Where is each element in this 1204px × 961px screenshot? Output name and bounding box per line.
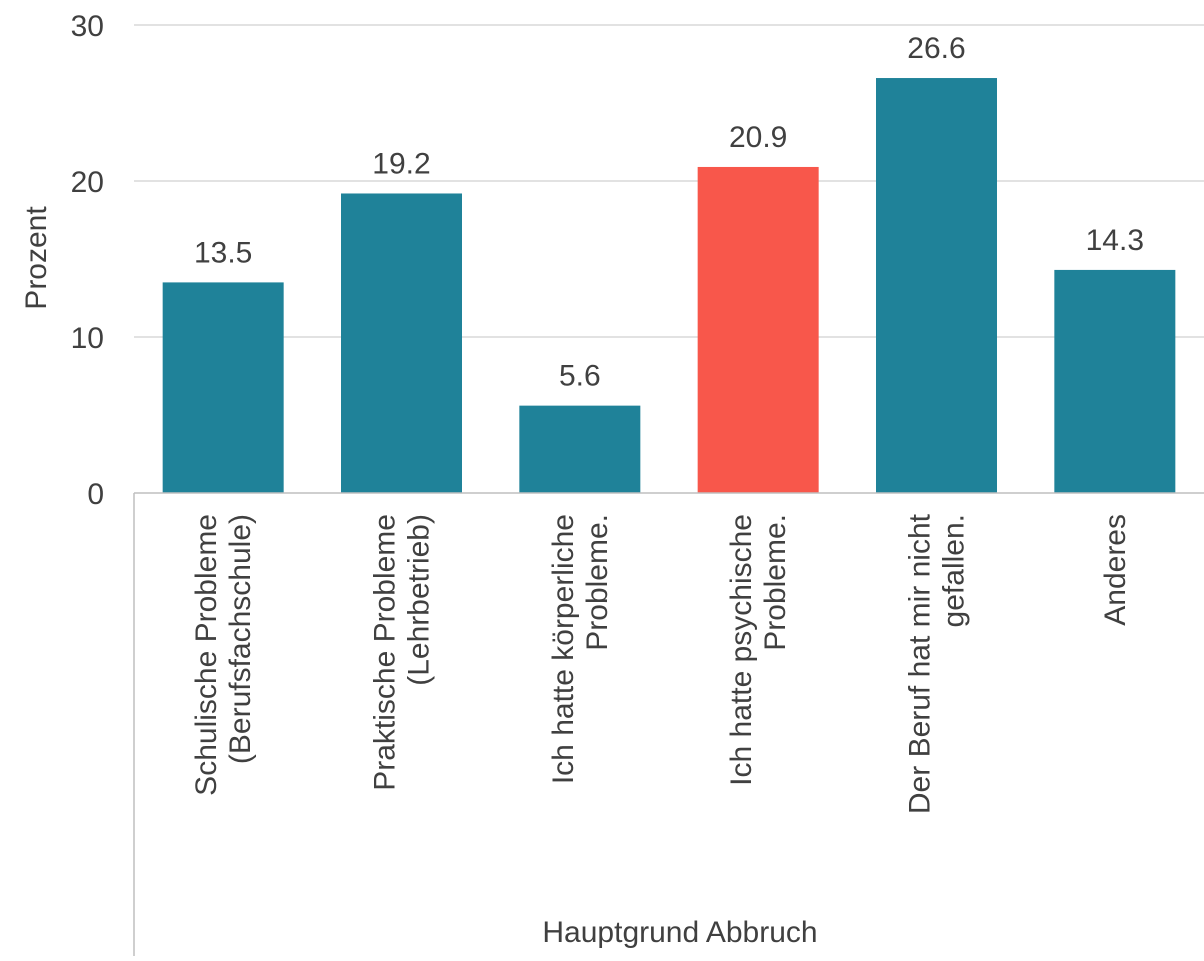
category-label-line: gefallen. [938,514,971,627]
category-label-line: Der Beruf hat mir nicht [904,513,937,814]
category-label-line: Probleme. [759,514,792,651]
category-label: Ich hatte körperlicheProbleme. [547,514,614,784]
bar-1 [162,282,284,493]
data-label: 26.6 [907,32,965,65]
bars [162,78,1176,494]
bar-2 [341,193,462,494]
category-label: Ich hatte psychischeProbleme. [725,514,792,786]
labels: 0 10 20 30 13.5 Schulische Probleme(Berufsfac… [71,10,1144,814]
category-label-line: Anderes [1099,514,1132,626]
y-axis-title: Prozent [20,206,53,310]
y-tick-label: 10 [71,322,104,355]
bar-3 [519,405,641,493]
y-tick-label: 20 [71,166,104,199]
category-label-line: Praktische Probleme [369,514,402,791]
bar-6 [1054,269,1176,493]
y-tick-label: 0 [87,478,104,511]
category-label: Praktische Probleme(Lehrbetrieb) [369,514,436,791]
data-label: 19.2 [372,147,430,180]
category-label: Schulische Probleme(Berufsfachschule) [190,514,257,796]
y-tick-label: 30 [71,10,104,43]
bar-5 [876,78,997,493]
data-label: 5.6 [559,360,601,393]
bar-4 [697,166,819,493]
category-label-line: Schulische Probleme [190,514,223,796]
category-label-line: Probleme. [581,514,614,651]
axes [133,492,1204,956]
gridlines [134,24,1204,338]
data-label: 20.9 [729,121,787,154]
category-label: Der Beruf hat mir nichtgefallen. [904,513,971,814]
x-axis-title: Hauptgrund Abbruch [542,916,817,949]
category-label-line: Ich hatte psychische [725,514,758,786]
category-label-line: (Berufsfachschule) [224,514,257,764]
category-label-line: (Lehrbetrieb) [403,514,436,686]
category-label: Anderes [1099,514,1132,626]
category-label-line: Ich hatte körperliche [547,514,580,784]
data-label: 13.5 [194,236,252,269]
data-label: 14.3 [1086,224,1144,257]
